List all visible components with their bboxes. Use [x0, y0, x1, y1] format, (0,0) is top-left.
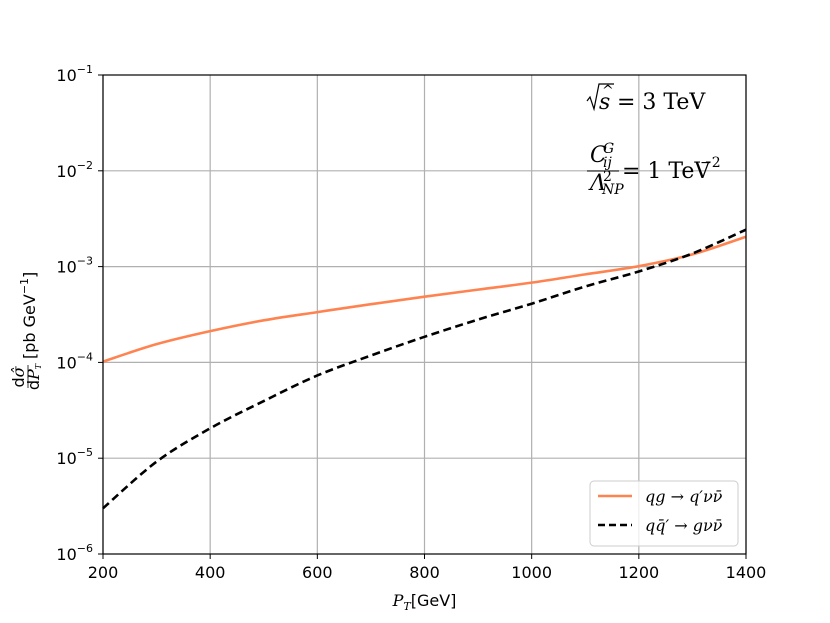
svg-text:NP: NP	[601, 182, 624, 198]
y-tick-label: 10−2	[56, 159, 93, 181]
legend: qg → q′νν̄ qq̄′ → gνν̄	[589, 480, 739, 547]
annotation-sqrt-s: s ^ = 3 TeV	[586, 83, 706, 115]
svg-text:C: C	[590, 143, 607, 168]
svg-text:= 1 TeV: = 1 TeV	[622, 159, 711, 184]
svg-text:−2: −2	[700, 155, 721, 171]
series-line-qqbar	[102, 228, 747, 510]
svg-text:^: ^	[602, 83, 614, 99]
x-tick-label: 600	[302, 563, 333, 582]
annotation-coupling: C G ij Λ 2 NP = 1 TeV −2	[587, 141, 721, 198]
y-axis-label: dσ̂ dPT [pb GeV−1]	[9, 272, 43, 390]
series-layer	[102, 228, 747, 510]
svg-text:dσ̂: dσ̂	[9, 365, 28, 387]
x-tick-label: 1000	[511, 563, 552, 582]
svg-text:ij: ij	[603, 155, 612, 171]
legend-label-qg: qg → q′νν̄	[645, 487, 723, 506]
svg-text:[pb GeV−1]: [pb GeV−1]	[18, 272, 39, 359]
svg-text:Λ: Λ	[588, 171, 606, 196]
legend-label-qqbar: qq̄′ → gνν̄	[645, 516, 723, 535]
svg-text:= 3 TeV: = 3 TeV	[617, 90, 706, 115]
svg-text:s: s	[599, 90, 610, 115]
x-axis-label: PT[GeV]	[392, 591, 457, 613]
series-line-qg	[102, 235, 747, 363]
x-tick-label: 1200	[618, 563, 659, 582]
x-tick-label: 400	[195, 563, 226, 582]
svg-text:dPT: dPT	[24, 363, 43, 390]
svg-text:2: 2	[603, 169, 612, 185]
y-tick-label: 10−5	[56, 446, 93, 468]
x-tick-label: 1400	[726, 563, 767, 582]
svg-text:G: G	[603, 141, 614, 157]
ticks: 200 400 600 800 1000 1200 1400 10−6 10−5 10−4 10−3…	[56, 63, 766, 582]
y-tick-label: 10−1	[56, 63, 93, 85]
x-tick-label: 200	[88, 563, 119, 582]
x-tick-label: 800	[409, 563, 440, 582]
y-tick-label: 10−3	[56, 255, 93, 277]
y-tick-label: 10−6	[56, 542, 93, 564]
y-tick-label: 10−4	[56, 350, 93, 372]
